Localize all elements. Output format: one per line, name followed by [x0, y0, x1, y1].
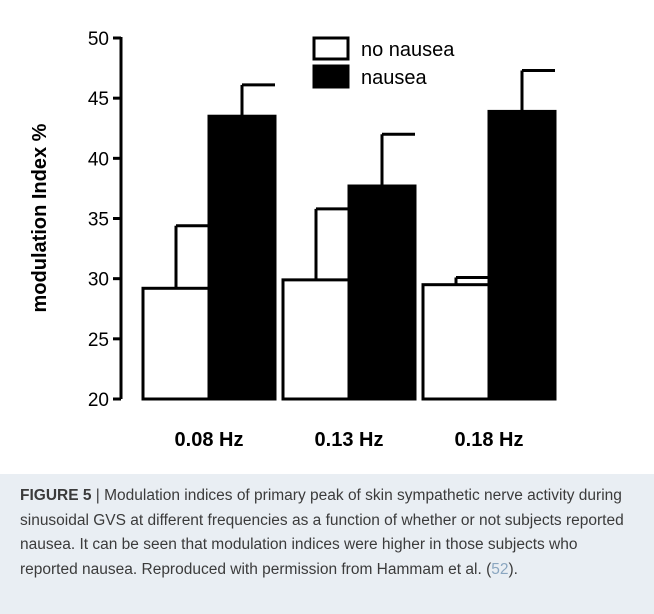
legend-swatch	[312, 36, 350, 61]
y-tick-label: 20	[88, 390, 109, 411]
caption-end: ).	[508, 560, 518, 578]
y-tick-label: 45	[88, 89, 109, 110]
y-tick-label: 50	[88, 29, 109, 50]
bar-chart: 20 25 30 35 40 45 50 modulation Index % 0.08 Hz 0…	[29, 29, 557, 451]
y-tick-label: 40	[88, 149, 109, 170]
reference-link[interactable]: 52	[491, 560, 509, 578]
caption-separator: |	[91, 487, 105, 504]
x-tick-label: 0.08 Hz	[175, 429, 244, 451]
caption-text: Modulation indices of primary peak of sk…	[20, 487, 624, 578]
figure-label: FIGURE 5	[20, 487, 92, 504]
y-tick-label: 30	[88, 270, 109, 291]
legend-label: no nausea	[361, 39, 455, 61]
bar-no-nausea	[141, 286, 211, 401]
y-tick-label: 25	[88, 330, 109, 351]
bar-nausea	[487, 109, 557, 401]
x-tick-label: 0.18 Hz	[455, 429, 524, 451]
chart-panel: 20 25 30 35 40 45 50 modulation Index % 0.08 Hz 0…	[0, 0, 654, 474]
bar-no-nausea	[421, 283, 491, 401]
bar-nausea	[207, 114, 277, 401]
legend-swatch	[312, 64, 350, 89]
legend-label: nausea	[361, 67, 427, 89]
bar-no-nausea	[281, 278, 351, 401]
bar-nausea	[347, 184, 417, 401]
x-tick-label: 0.13 Hz	[315, 429, 384, 451]
y-tick-label: 35	[88, 210, 109, 231]
figure-caption: FIGURE 5 | Modulation indices of primary…	[20, 484, 638, 582]
y-axis-title: modulation Index %	[29, 123, 51, 312]
